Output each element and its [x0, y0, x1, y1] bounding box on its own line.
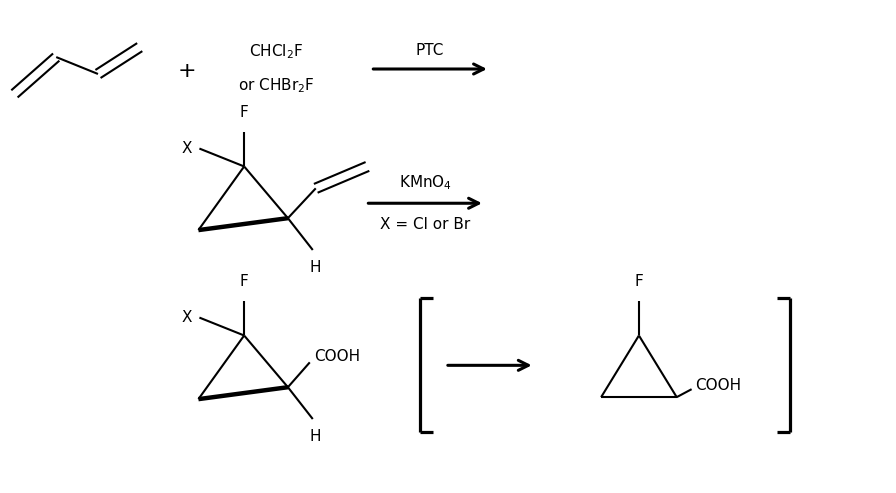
Text: H: H [310, 429, 322, 444]
Text: X = Cl or Br: X = Cl or Br [380, 217, 470, 232]
Text: COOH: COOH [695, 378, 742, 393]
Text: H: H [310, 260, 322, 275]
Text: KMnO$_4$: KMnO$_4$ [399, 174, 452, 192]
Text: +: + [177, 61, 196, 81]
Text: X: X [182, 141, 193, 156]
Text: or CHBr$_2$F: or CHBr$_2$F [237, 76, 314, 95]
Text: F: F [240, 105, 248, 120]
Text: COOH: COOH [314, 349, 360, 364]
Text: X: X [182, 310, 193, 325]
Text: F: F [240, 274, 248, 289]
Text: CHCl$_2$F: CHCl$_2$F [249, 43, 303, 62]
Text: F: F [634, 274, 643, 289]
Text: PTC: PTC [416, 43, 444, 58]
